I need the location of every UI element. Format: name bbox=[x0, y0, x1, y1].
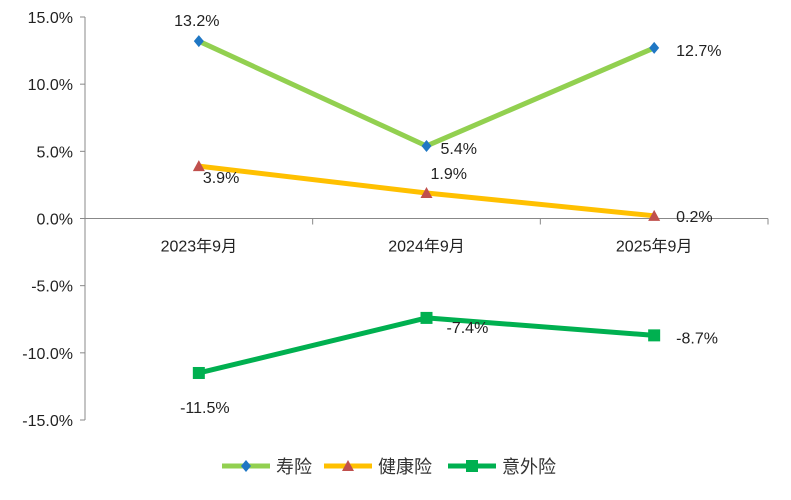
x-tick-label: 2025年9月 bbox=[616, 238, 693, 256]
y-tick-label: -10.0% bbox=[22, 346, 73, 363]
series-line-2 bbox=[198, 315, 655, 376]
y-tick-label: 0.0% bbox=[37, 212, 73, 229]
legend-entry: 健康险 bbox=[378, 457, 432, 478]
data-point bbox=[192, 160, 205, 172]
y-tick-label: 5.0% bbox=[37, 144, 73, 161]
data-label: -8.7% bbox=[676, 330, 718, 347]
data-label: 13.2% bbox=[174, 13, 219, 30]
data-point bbox=[193, 35, 204, 48]
y-tick-label: -15.0% bbox=[22, 413, 73, 430]
legend-marker bbox=[342, 460, 354, 471]
y-tick-label: 10.0% bbox=[28, 77, 73, 94]
x-tick-label: 2023年9月 bbox=[161, 238, 238, 256]
x-tick-label: 2024年9月 bbox=[388, 238, 465, 256]
data-label: 1.9% bbox=[431, 166, 467, 183]
y-tick-label: 15.0% bbox=[28, 10, 73, 27]
legend-marker bbox=[241, 460, 251, 472]
series-line-0 bbox=[197, 38, 656, 149]
data-label: 12.7% bbox=[676, 43, 721, 60]
data-point bbox=[192, 366, 205, 379]
legend-entry: 意外险 bbox=[502, 457, 556, 478]
data-point bbox=[648, 329, 661, 342]
legend-entry: 寿险 bbox=[276, 457, 312, 478]
legend-marker bbox=[466, 460, 478, 472]
data-point bbox=[649, 41, 660, 54]
data-label: 5.4% bbox=[441, 141, 477, 158]
data-label: 0.2% bbox=[676, 209, 712, 226]
data-point bbox=[421, 139, 432, 152]
data-label: 3.9% bbox=[203, 170, 239, 187]
data-label: -11.5% bbox=[180, 400, 230, 417]
data-point bbox=[420, 311, 433, 324]
data-point bbox=[420, 186, 433, 198]
data-point bbox=[648, 209, 661, 221]
y-tick-label: -5.0% bbox=[31, 279, 73, 296]
data-label: -7.4% bbox=[447, 320, 489, 337]
